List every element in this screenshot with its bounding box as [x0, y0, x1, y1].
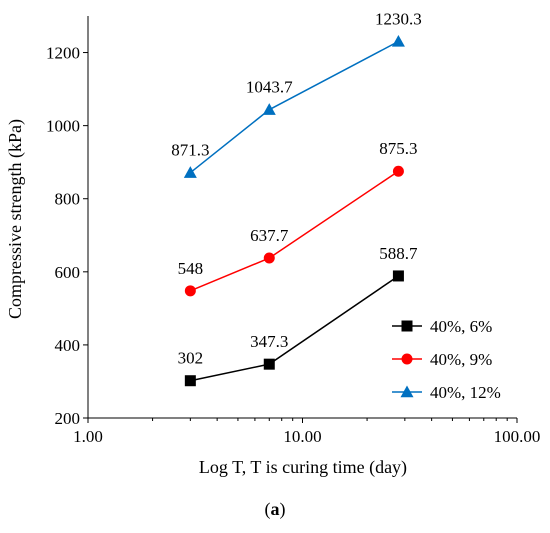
- legend-label: 40%, 9%: [430, 350, 492, 369]
- y-tick-label: 200: [55, 409, 81, 428]
- data-label: 1230.3: [375, 9, 422, 28]
- series-line: [189, 40, 399, 174]
- legend-item: 40%, 9%: [392, 350, 492, 369]
- legend-marker: [401, 353, 413, 365]
- figure-caption-letter: a: [271, 499, 280, 519]
- y-tick-label: 1200: [46, 44, 80, 63]
- series-1: 302 347.3 588.7: [178, 244, 418, 387]
- x-tick-label: 100.00: [494, 427, 541, 446]
- legend-item: 40%, 6%: [392, 317, 492, 336]
- series-line: [190, 170, 399, 292]
- data-point: [262, 103, 276, 115]
- data-point: [391, 34, 405, 47]
- legend-marker: [401, 320, 413, 332]
- data-label: 302: [178, 349, 204, 368]
- data-label: 875.3: [379, 139, 417, 158]
- y-tick-label: 600: [55, 263, 81, 282]
- data-label: 588.7: [379, 244, 418, 263]
- data-label: 871.3: [171, 141, 209, 160]
- legend-item: 40%, 12%: [392, 383, 501, 402]
- x-tick-label: 10.00: [283, 427, 321, 446]
- legend: 40%, 6% 40%, 9% 40%, 12%: [392, 317, 501, 402]
- data-label: 548: [178, 259, 204, 278]
- data-point: [183, 166, 197, 178]
- series-line: [190, 275, 399, 382]
- y-tick-label: 800: [55, 190, 81, 209]
- y-tick-label: 1000: [46, 117, 80, 136]
- data-point: [184, 375, 196, 387]
- data-point: [392, 270, 404, 282]
- y-tick-label: 400: [55, 336, 81, 355]
- data-label: 637.7: [250, 226, 289, 245]
- series-layer: 302 347.3 588.7 548 637.7 875.3 871.3 1043.7 123…: [171, 9, 422, 387]
- figure-caption: (a): [265, 499, 286, 520]
- x-ticks: 1.00 10.00 100.00: [73, 418, 540, 446]
- y-axis-title: Compressive strength (kPa): [5, 119, 26, 319]
- data-label: 347.3: [250, 332, 288, 351]
- data-point: [263, 252, 275, 264]
- y-ticks: 200 400 600 800 1000 1200: [46, 44, 88, 428]
- data-point: [184, 285, 196, 297]
- data-point: [392, 165, 404, 177]
- legend-label: 40%, 12%: [430, 383, 501, 402]
- series-2: 548 637.7 875.3: [178, 139, 418, 297]
- plot-area: 200 400 600 800 1000 1200 1.00 10.00 100.00 302…: [46, 9, 540, 446]
- legend-label: 40%, 6%: [430, 317, 492, 336]
- data-label: 1043.7: [246, 78, 293, 97]
- data-point: [263, 358, 275, 370]
- legend-marker: [400, 385, 414, 398]
- series-3: 871.3 1043.7 1230.3: [171, 9, 422, 178]
- x-tick-label: 1.00: [73, 427, 103, 446]
- x-axis-title: Log T, T is curing time (day): [199, 457, 407, 478]
